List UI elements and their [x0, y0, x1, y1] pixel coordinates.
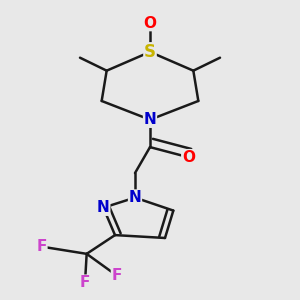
- Text: N: N: [144, 112, 156, 127]
- Text: N: N: [97, 200, 110, 215]
- Text: O: O: [182, 150, 195, 165]
- Text: N: N: [129, 190, 141, 205]
- Text: F: F: [80, 275, 90, 290]
- Text: F: F: [112, 268, 122, 283]
- Text: O: O: [143, 16, 157, 31]
- Text: S: S: [144, 43, 156, 61]
- Text: F: F: [37, 239, 47, 254]
